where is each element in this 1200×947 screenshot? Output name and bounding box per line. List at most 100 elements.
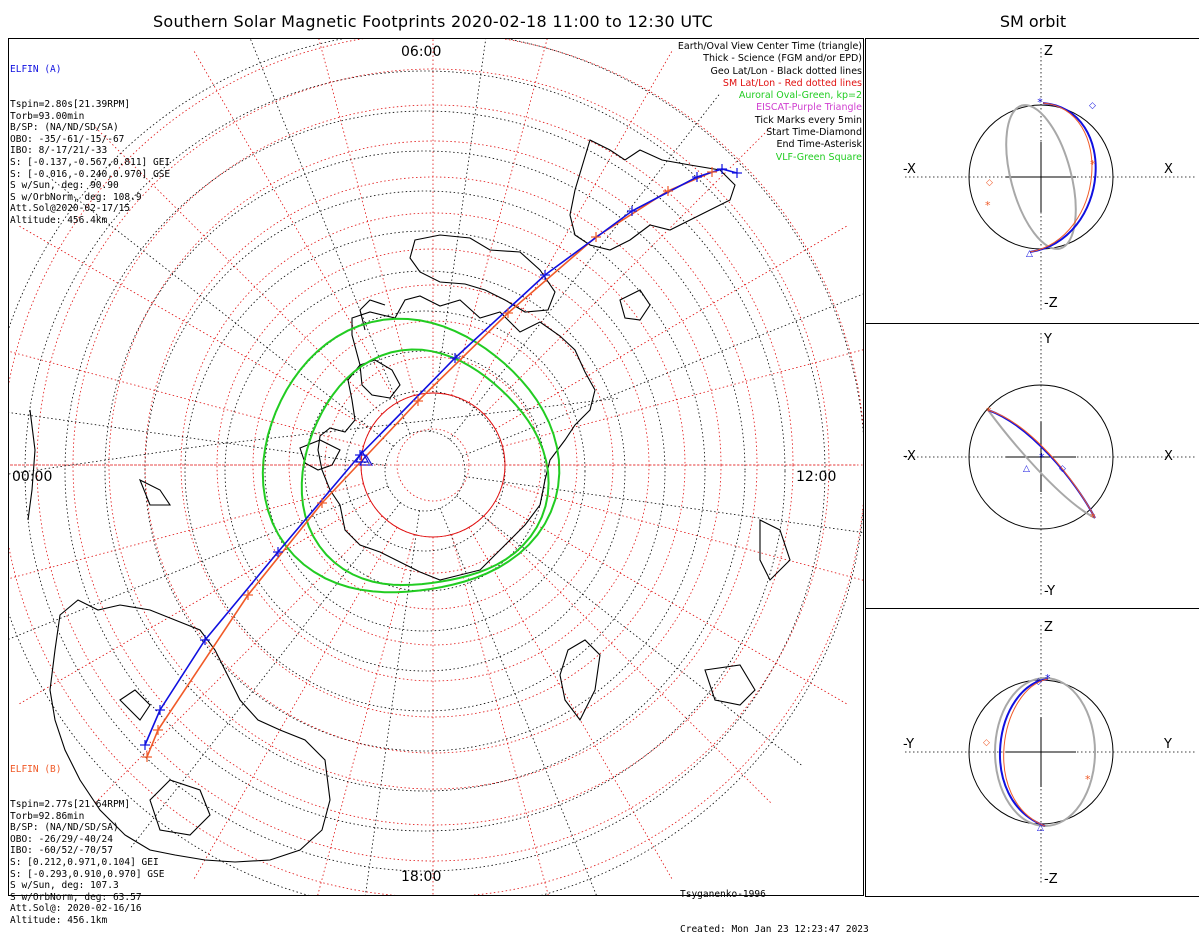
- sm-lat-ring: [396, 428, 470, 502]
- created-timestamp: Created: Mon Jan 23 12:23:47 2023: [680, 923, 869, 935]
- legend-item: End Time-Asterisk: [776, 139, 862, 151]
- orbit-xz-label-xneg: -X: [903, 162, 916, 177]
- svg-text:△: △: [1026, 249, 1033, 259]
- sm-lon-line: [93, 515, 383, 805]
- elfin-b-param-line: OBO: -26/29/-40/24: [10, 833, 113, 845]
- elfin-b-param-line: Att.Sol@: 2020-02-16/16: [10, 903, 142, 915]
- sm-lon-line: [502, 483, 863, 581]
- elfin-b-param-line: Tspin=2.77s[21.64RPM]: [10, 798, 131, 810]
- elfin-a-tick-marks: [140, 164, 742, 750]
- auroral-oval-outer: [261, 317, 561, 594]
- legend-item: Start Time-Diamond: [766, 127, 862, 139]
- geo-lat-ring: [64, 110, 786, 832]
- sm-lon-line: [9, 350, 364, 447]
- hour-label-top: 06:00: [401, 44, 442, 60]
- svg-text:△: △: [1037, 823, 1044, 833]
- elfin-b-param-line: Altitude: 456.1km: [10, 914, 108, 926]
- sm-lon-lines: [9, 39, 863, 895]
- geo-lon-line: [9, 485, 389, 640]
- elfin-b-param-line: Torb=92.86min: [10, 810, 85, 822]
- sm-lon-line: [17, 224, 371, 430]
- footprint-map: [9, 39, 863, 895]
- geo-lon-line: [9, 412, 386, 466]
- geo-lat-lines: [9, 39, 863, 895]
- elfin-b-param-line: IBO: -60/52/-70/57: [10, 845, 113, 857]
- orbit-panel-xz: [865, 38, 1199, 324]
- orbit-yz-label-ypos: Y: [1164, 737, 1172, 752]
- orbit-xy-label-xpos: X: [1164, 449, 1173, 464]
- geo-lat-ring: [144, 190, 706, 752]
- sm-lon-line: [495, 224, 849, 430]
- geo-lat-ring: [264, 310, 586, 632]
- legend-item: EISCAT-Purple Triangle: [756, 102, 862, 114]
- elfin-a-name: ELFIN (A): [10, 64, 62, 76]
- legend-item: Geo Lat/Lon - Black dotted lines: [710, 65, 862, 77]
- sm-lon-line: [9, 483, 364, 580]
- orbit-yz-label-zpos: Z: [1044, 620, 1053, 635]
- elfin-b-param-line: S: [-0.293,0.910,0.970] GSE: [10, 868, 165, 880]
- orbit-xz-label-zpos: Z: [1044, 44, 1053, 59]
- elfin-a-parameters: Tspin=2.80s[21.39RPM] Torb=93.00min B/SP: …: [10, 99, 170, 227]
- svg-text:*: *: [1090, 158, 1096, 171]
- elfin-b-param-line: B/SP: (NA/ND/SD/SA): [10, 822, 119, 834]
- hour-label-bottom: 18:00: [401, 869, 442, 885]
- geo-lon-line: [464, 476, 863, 533]
- geo-lon-line: [449, 92, 721, 440]
- elfin-b-name: ELFIN (B): [10, 764, 62, 776]
- elfin-a-param-line: Torb=93.00min: [10, 110, 85, 122]
- elfin-a-param-line: Att.Sol@2020-02-17/15: [10, 203, 131, 215]
- elfin-a-param-line: IBO: 8/-17/21/-33: [10, 145, 108, 157]
- sm-lon-line: [495, 500, 849, 706]
- geo-lon-line: [46, 175, 394, 447]
- orbit-xy-label-xneg: -X: [903, 449, 916, 464]
- hour-label-right: 12:00: [796, 469, 837, 485]
- elfin-a-param-line: S: [-0.137,-0.567,0.811] GEI: [10, 156, 171, 168]
- elfin-a-info: ELFIN (A) Tspin=2.80s[21.39RPM] Torb=93.0…: [10, 41, 170, 238]
- svg-text:*: *: [1085, 773, 1091, 786]
- sm-lon-line: [451, 39, 548, 396]
- geo-lon-line: [461, 293, 863, 457]
- sm-lon-line: [192, 49, 398, 403]
- orbit-panel-xy: [865, 324, 1199, 609]
- svg-text:◇: ◇: [1089, 101, 1096, 111]
- orbit-yz-label-zneg: -Z: [1044, 872, 1058, 887]
- geo-lat-ring: [384, 430, 466, 512]
- legend-item: Earth/Oval View Center Time (triangle): [677, 41, 862, 52]
- svg-text:△: △: [1023, 464, 1030, 474]
- elfin-a-param-line: OBO: -35/-61/-15/-67: [10, 133, 125, 145]
- orbit-yz-label-yneg: -Y: [903, 737, 915, 752]
- sm-lon-line: [483, 515, 773, 805]
- sm-lon-line: [317, 534, 415, 895]
- plot-title: Southern Solar Magnetic Footprints 2020-…: [152, 12, 714, 31]
- elfin-b-param-line: S w/Sun, deg: 107.3: [10, 880, 119, 892]
- geo-lon-line: [250, 39, 411, 435]
- orbit-plot-xy: * ◇ △ * *: [905, 333, 1195, 595]
- orbit-plot-xz: * ◇ △ ◇ * *: [905, 48, 1195, 310]
- orbit-xz-label-xpos: X: [1164, 162, 1173, 177]
- geo-lon-line: [456, 495, 804, 767]
- svg-text:◇: ◇: [1035, 677, 1042, 687]
- svg-text:◇: ◇: [1059, 464, 1066, 474]
- auroral-oval-inner: [300, 348, 550, 587]
- elfin-a-param-line: S w/Sun, deg: 90.90: [10, 180, 119, 192]
- elfin-b-param-line: S: [0.212,0.971,0.104] GEI: [10, 856, 159, 868]
- orbit-plot-yz: * ◇ △ ◇ *: [905, 625, 1195, 885]
- coastlines: [27, 139, 791, 863]
- orbit-xy-label-yneg: -Y: [1044, 584, 1056, 599]
- footprint-map-frame: [8, 38, 864, 896]
- orbit-xz-start-asterisk: *: [1037, 96, 1043, 109]
- svg-text:*: *: [986, 405, 992, 418]
- geo-lon-line: [365, 510, 420, 895]
- svg-text:*: *: [985, 199, 991, 212]
- hour-label-left: 00:00: [12, 469, 53, 485]
- sm-lon-line: [451, 534, 549, 895]
- svg-text:*: *: [1039, 451, 1045, 464]
- sm-lon-line: [318, 39, 415, 396]
- geo-lat-ring: [104, 150, 746, 792]
- elfin-a-param-line: S w/OrbNorm, deg: 108.9: [10, 191, 142, 203]
- orbit-plots: * ◇ △ ◇ * * * ◇ △ * * * ◇ △ ◇ *: [905, 48, 1195, 885]
- orbit-xz-label-zneg: -Z: [1044, 296, 1058, 311]
- sm-lon-line: [468, 49, 674, 403]
- svg-text:*: *: [1045, 672, 1051, 685]
- sm-lon-line: [192, 527, 398, 881]
